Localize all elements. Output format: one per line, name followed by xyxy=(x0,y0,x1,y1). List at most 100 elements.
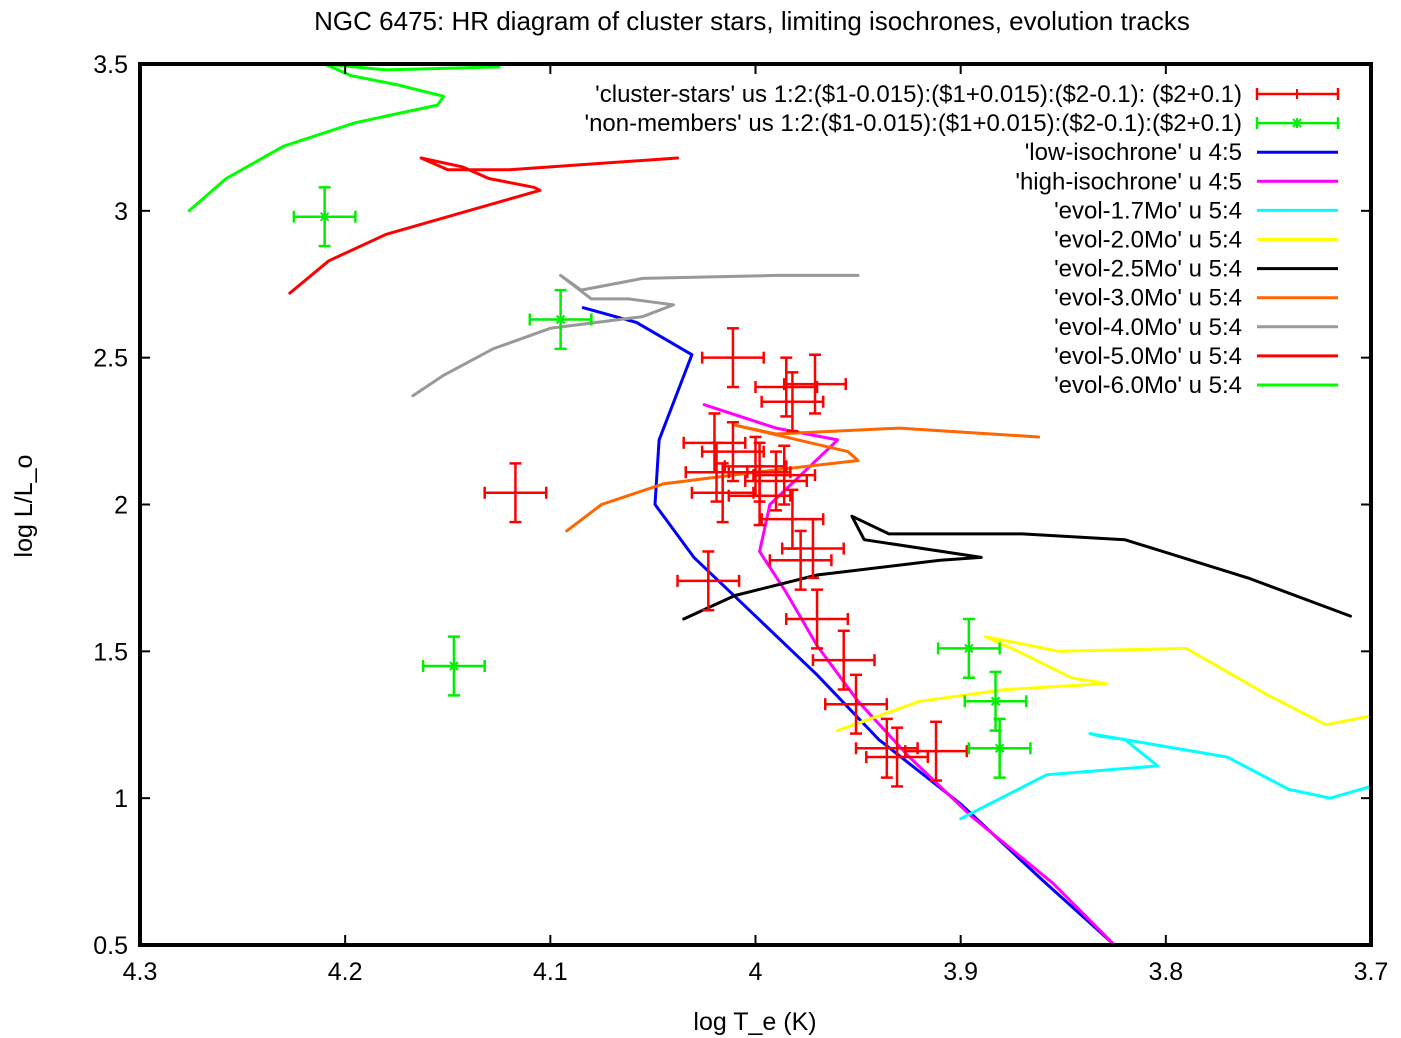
evol-line xyxy=(187,64,501,213)
legend-label: 'evol-6.0Mo' u 5:4 xyxy=(1054,372,1242,399)
non-point-1 xyxy=(528,288,593,351)
x-tick-label: 3.9 xyxy=(943,958,978,986)
x-tick-label: 3.8 xyxy=(1148,958,1183,986)
point-marker xyxy=(787,514,798,525)
axes: 4.3 4.2 4.1 4 3.9 3.8 3.7 0.5 1 1.5 2 2.5 3 3.5 xyxy=(93,51,1388,986)
legend-entry-7: 'evol-3.0Mo' u 5:4 xyxy=(1054,285,1338,312)
point-marker xyxy=(510,487,521,498)
point-marker xyxy=(787,396,798,407)
legend-label: 'evol-2.5Mo' u 5:4 xyxy=(1054,256,1242,283)
y-tick-label: 3 xyxy=(114,198,128,226)
y-tick-label: 1 xyxy=(114,785,128,813)
cluster-point-3 xyxy=(760,371,825,433)
point-marker xyxy=(771,476,782,487)
cluster-point-10 xyxy=(743,450,809,512)
cluster-point-18 xyxy=(785,588,850,650)
series-high xyxy=(702,403,1116,945)
legend-label: 'cluster-stars' us 1:2:($1-0.015):($1+0.… xyxy=(595,81,1242,108)
legend-label: 'evol-2.0Mo' u 5:4 xyxy=(1054,227,1242,254)
legend-marker xyxy=(1292,118,1302,129)
cluster-point-20 xyxy=(824,673,889,735)
evol-line xyxy=(411,273,860,398)
point-marker xyxy=(795,555,806,566)
point-marker xyxy=(727,446,738,457)
cluster-point-19 xyxy=(811,629,876,691)
series-evol xyxy=(959,732,1371,821)
y-tick-label: 0.5 xyxy=(93,932,128,960)
point-marker xyxy=(990,696,1001,707)
cluster-point-15 xyxy=(780,517,845,580)
legend-label: 'evol-4.0Mo' u 5:4 xyxy=(1054,314,1242,341)
point-marker xyxy=(807,543,818,554)
legend-marker xyxy=(1292,89,1302,99)
point-marker xyxy=(931,746,942,757)
cluster-point-17 xyxy=(676,550,741,612)
series-evol xyxy=(187,64,501,213)
legend-entry-9: 'evol-5.0Mo' u 5:4 xyxy=(1054,343,1338,370)
point-marker xyxy=(838,655,849,666)
point-marker xyxy=(994,743,1005,754)
series-cluster xyxy=(483,327,969,788)
non-point-3 xyxy=(936,617,1001,680)
series-evol xyxy=(565,423,1041,533)
point-marker xyxy=(892,752,903,763)
y-tick-label: 2.5 xyxy=(93,345,128,373)
x-axis-label: log T_e (K) xyxy=(693,1008,816,1036)
cluster-point-1 xyxy=(700,327,765,389)
non-point-4 xyxy=(963,670,1028,732)
evol-line xyxy=(959,732,1371,821)
legend-label: 'evol-3.0Mo' u 5:4 xyxy=(1054,285,1242,312)
evol-line xyxy=(565,423,1041,533)
legend-entry-4: 'evol-1.7Mo' u 5:4 xyxy=(1054,197,1338,224)
cluster-point-13 xyxy=(727,465,792,527)
legend-entry-10: 'evol-6.0Mo' u 5:4 xyxy=(1054,372,1338,399)
y-tick-label: 3.5 xyxy=(93,51,128,79)
point-marker xyxy=(555,314,566,325)
evol-line xyxy=(288,156,679,295)
point-marker xyxy=(319,211,330,222)
series-evol xyxy=(682,514,1352,621)
series-non xyxy=(292,186,1032,779)
point-marker xyxy=(711,467,722,478)
legend-entry-5: 'evol-2.0Mo' u 5:4 xyxy=(1054,227,1338,254)
series-evol xyxy=(288,156,679,295)
non-point-5 xyxy=(967,717,1032,779)
legend-entry-2: 'low-isochrone' u 4:5 xyxy=(1025,139,1338,166)
legend-entry-0: 'cluster-stars' us 1:2:($1-0.015):($1+0.… xyxy=(595,81,1340,108)
series-evol xyxy=(836,635,1371,733)
non-point-2 xyxy=(421,635,486,697)
legend-entry-1: 'non-members' us 1:2:($1-0.015):($1+0.01… xyxy=(584,110,1340,137)
x-tick-label: 4 xyxy=(749,958,763,986)
x-tick-label: 4.2 xyxy=(328,958,363,986)
point-marker xyxy=(881,743,892,754)
evol-line xyxy=(682,514,1352,621)
legend-label: 'evol-1.7Mo' u 5:4 xyxy=(1054,197,1242,224)
legend-label: 'low-isochrone' u 4:5 xyxy=(1025,139,1242,166)
cluster-point-2 xyxy=(754,356,819,418)
cluster-point-23 xyxy=(904,720,969,782)
cluster-point-21 xyxy=(854,717,919,779)
legend-entry-3: 'high-isochrone' u 4:5 xyxy=(1015,168,1338,195)
series-low xyxy=(581,306,1116,945)
cluster-point-22 xyxy=(865,726,930,788)
chart-title: NGC 6475: HR diagram of cluster stars, l… xyxy=(314,6,1190,36)
point-marker xyxy=(851,699,862,710)
point-marker xyxy=(812,614,823,625)
high-line xyxy=(702,403,1116,945)
cluster-point-0 xyxy=(483,462,548,524)
legend-label: 'non-members' us 1:2:($1-0.015):($1+0.01… xyxy=(584,110,1242,137)
point-marker xyxy=(727,352,738,363)
x-tick-label: 4.1 xyxy=(533,958,568,986)
point-marker xyxy=(779,470,790,481)
point-marker xyxy=(717,487,728,498)
legend-entry-8: 'evol-4.0Mo' u 5:4 xyxy=(1054,314,1338,341)
y-axis-label: log L/L_o xyxy=(10,455,38,558)
point-marker xyxy=(809,379,820,390)
cluster-point-16 xyxy=(768,529,833,591)
cluster-point-12 xyxy=(690,462,755,524)
cluster-point-4 xyxy=(782,353,848,415)
legend: 'cluster-stars' us 1:2:($1-0.015):($1+0.… xyxy=(584,81,1340,399)
y-tick-label: 2 xyxy=(114,492,128,520)
x-tick-label: 4.3 xyxy=(123,958,158,986)
